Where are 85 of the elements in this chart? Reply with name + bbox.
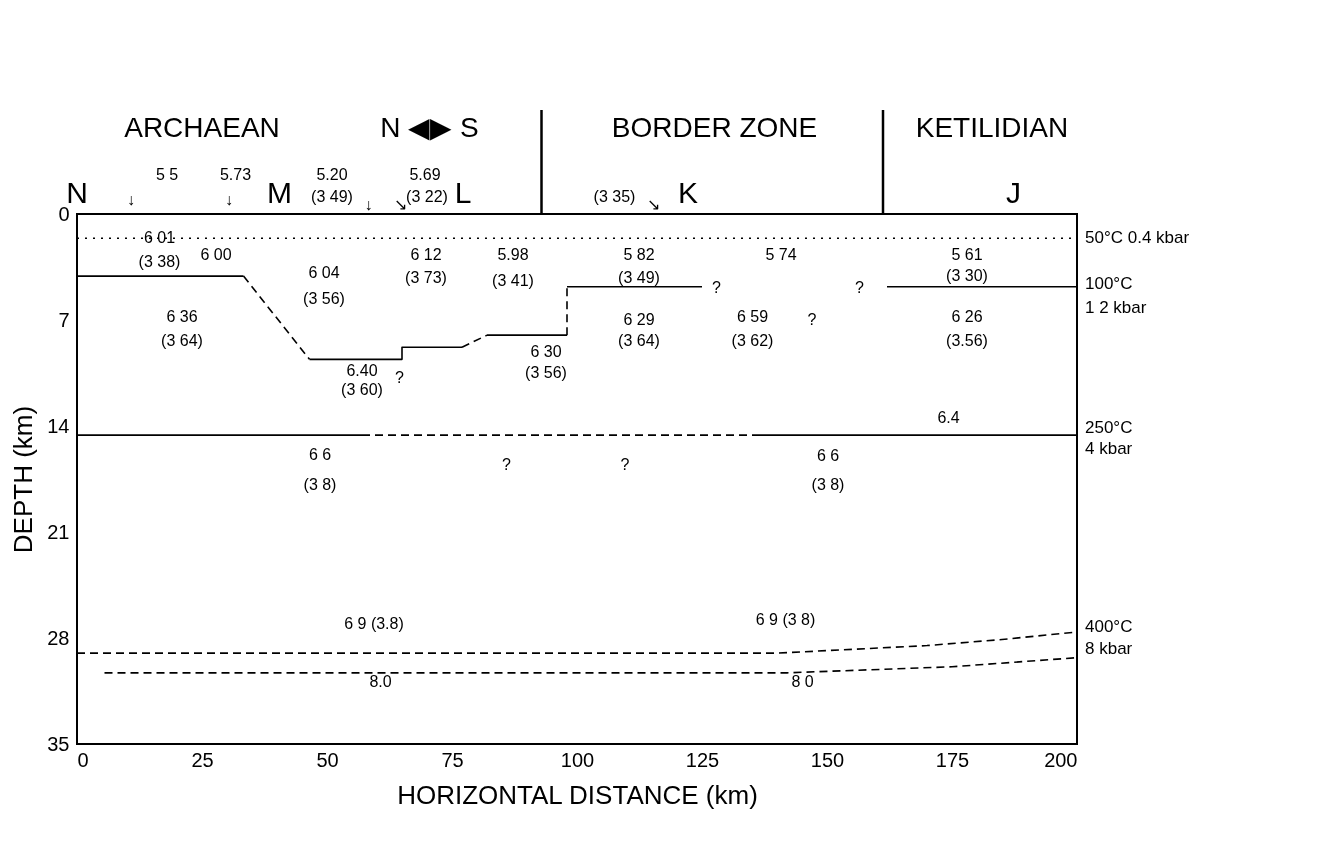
- annotation: (3 56): [525, 364, 567, 381]
- annotation: 5 74: [765, 245, 797, 263]
- annotation: ?: [620, 456, 630, 474]
- annotation: 6 29: [623, 311, 655, 328]
- annotation: 6 00: [200, 245, 232, 263]
- annotation: (3 62): [731, 332, 774, 350]
- annotation: (3 60): [341, 380, 383, 398]
- annotation: (3 49): [618, 268, 660, 286]
- annotation: (3 38): [138, 253, 181, 271]
- x-tick-label: 75: [441, 748, 464, 771]
- text: (3 49): [311, 188, 353, 206]
- annotation: 6 01: [143, 229, 176, 247]
- x-tick-label: 150: [810, 748, 845, 771]
- text: ARCHAEAN: [124, 112, 280, 144]
- annotation: 6.40: [346, 362, 378, 380]
- x-axis-title: HORIZONTAL DISTANCE (km): [397, 779, 758, 810]
- annotation: 6.4: [937, 409, 960, 427]
- text: 250°C: [1085, 417, 1133, 437]
- annotation: 6 04: [308, 264, 340, 282]
- annotation: (3 8): [811, 476, 845, 494]
- annotation: ?: [712, 279, 722, 297]
- y-tick-label: 28: [47, 626, 70, 649]
- annotation: (3 30): [946, 267, 988, 285]
- annotation: (3 64): [618, 332, 660, 350]
- y-tick-label: 35: [47, 732, 70, 755]
- x-tick-label: 100: [560, 748, 595, 771]
- y-tick-label: 14: [47, 414, 70, 437]
- text: 400°C: [1085, 617, 1133, 637]
- annotation: (3 8): [303, 476, 337, 494]
- annotation: 6 9 (3.8): [344, 615, 404, 633]
- text: K: [677, 176, 699, 210]
- annotation: 6 26: [951, 307, 983, 325]
- annotation: 8.0: [369, 672, 392, 690]
- annotation: 6 30: [530, 342, 562, 360]
- annotation: 5 82: [623, 245, 655, 263]
- annotation: ?: [855, 279, 865, 297]
- text: ↓: [364, 195, 373, 213]
- annotation: (3 41): [492, 271, 534, 289]
- text: N ◀▶ S: [380, 112, 479, 144]
- text: ↘: [394, 195, 407, 213]
- annotation: 6 36: [166, 307, 198, 325]
- text: L: [454, 176, 472, 210]
- annotation: 8 0: [791, 672, 814, 690]
- text: 1 2 kbar: [1085, 297, 1147, 317]
- annotation: 6 9 (3 8): [755, 610, 816, 628]
- x-tick-label: 50: [316, 748, 339, 771]
- y-tick-label: 21: [47, 520, 70, 543]
- text: 5.73: [219, 165, 252, 183]
- text: BORDER ZONE: [611, 112, 818, 144]
- text: 4 kbar: [1085, 438, 1133, 458]
- y-axis-title: DEPTH (km): [8, 405, 39, 554]
- annotation: ?: [807, 311, 817, 328]
- x-tick-label: 200: [1044, 748, 1078, 771]
- text: (3 35): [593, 188, 636, 206]
- text: KETILIDIAN: [915, 112, 1069, 144]
- annotation: 6 59: [736, 307, 769, 325]
- text: 5.20: [316, 165, 348, 183]
- annotation: 5.98: [497, 245, 529, 263]
- annotation: ?: [502, 456, 512, 474]
- text: 100°C: [1085, 273, 1133, 293]
- text: 5.69: [409, 165, 441, 183]
- annotation: 6 6: [308, 445, 332, 463]
- y-tick-label: 0: [58, 202, 70, 225]
- annotation: (3 56): [303, 289, 345, 307]
- text: M: [267, 176, 292, 210]
- x-tick-label: 175: [935, 748, 970, 771]
- annotation: 6 12: [410, 245, 442, 263]
- annotation: 6 6: [816, 447, 840, 465]
- text: 50°C 0.4 kbar: [1085, 228, 1190, 248]
- x-tick-label: 25: [191, 748, 214, 771]
- annotation: 5 61: [951, 245, 983, 263]
- y-tick-label: 7: [58, 308, 70, 331]
- text: (3 22): [406, 188, 448, 206]
- x-tick-label: 0: [77, 748, 89, 771]
- text: ↓: [127, 191, 135, 209]
- text: ↓: [225, 191, 233, 209]
- annotation: ?: [395, 368, 405, 386]
- text: ↘: [646, 195, 660, 213]
- text: 5 5: [155, 165, 179, 183]
- annotation: (3 64): [161, 332, 203, 350]
- annotation: (3 73): [405, 268, 447, 286]
- annotation: (3.56): [946, 332, 988, 350]
- text: 8 kbar: [1085, 638, 1133, 658]
- text: J: [1006, 176, 1021, 210]
- x-tick-label: 125: [685, 748, 720, 771]
